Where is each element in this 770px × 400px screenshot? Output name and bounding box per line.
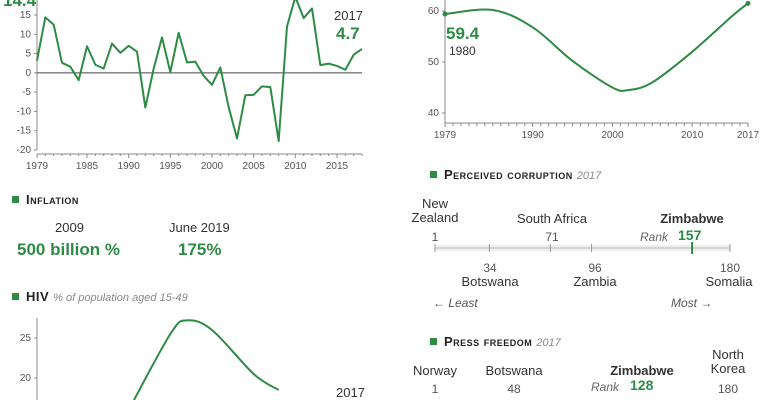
corruption-most-label: Most →	[671, 296, 713, 310]
inflation-heading: Inflation	[12, 192, 79, 207]
press-botswana-rank: 48	[507, 382, 521, 396]
inflation-2019-value: 175%	[178, 240, 222, 259]
gdp-x-tick-label: 2000	[201, 161, 224, 172]
press-botswana-name: Botswana	[485, 363, 543, 378]
gdp-series-line	[36, 0, 363, 143]
inflation-2019-year: June 2019	[169, 220, 230, 235]
bullet-square-icon	[12, 293, 19, 301]
hiv-end-year-label: 2017	[336, 385, 365, 400]
life-x-tick-label: 1979	[434, 130, 457, 141]
life-y-tick-label: 60	[428, 6, 440, 17]
hiv-series-line	[132, 319, 280, 400]
life-x-tick-label: 2017	[737, 130, 760, 141]
life-x-tick-label: 2010	[681, 130, 704, 141]
corruption-zambia-name: Zambia	[573, 274, 617, 289]
gdp-end-year-label: 2017	[334, 8, 363, 23]
press-zim-rank-word: Rank	[591, 380, 620, 394]
press-title: Press freedom	[444, 334, 533, 349]
hiv-y-tick-label: 20	[20, 373, 32, 384]
gdp-start-label: 14.4	[3, 0, 37, 10]
gdp-y-tick-label: 5	[25, 49, 31, 60]
press-nk-name: North Korea	[710, 347, 746, 376]
corruption-sa-rank: 71	[545, 230, 559, 244]
gdp-x-tick-label: 2005	[243, 161, 266, 172]
corruption-sa-name: South Africa	[516, 211, 588, 226]
corruption-zim-rank-word: Rank	[640, 230, 669, 244]
corruption-nz-name: New Zealand	[411, 196, 459, 225]
bullet-square-icon	[12, 196, 19, 204]
life-x-tick-label: 2000	[601, 130, 624, 141]
gdp-x-tick-label: 1979	[26, 161, 49, 172]
gdp-y-tick-label: -15	[17, 126, 32, 137]
corruption-botswana-rank: 34	[483, 261, 497, 275]
gdp-x-tick-label: 2010	[284, 161, 307, 172]
gdp-y-tick-label: -20	[17, 145, 32, 156]
hiv-title: HIV	[26, 289, 50, 304]
life-start-value-label: 59.4	[446, 24, 480, 43]
hiv-subtitle: % of population aged 15-49	[53, 292, 188, 304]
inflation-title: Inflation	[26, 192, 79, 207]
gdp-end-value-label: 4.7	[336, 24, 360, 43]
corruption-subtitle: 2017	[576, 170, 602, 182]
gdp-x-tick-label: 2015	[326, 161, 349, 172]
corruption-least-label: ← Least	[433, 296, 478, 310]
press-heading: Press freedom 2017	[430, 334, 561, 349]
corruption-title: Perceived corruption	[444, 167, 573, 182]
corruption-heading: Perceived corruption 2017	[430, 167, 601, 182]
bullet-square-icon	[430, 171, 437, 179]
corruption-somalia-name: Somalia	[705, 274, 753, 289]
press-nk-rank: 180	[717, 382, 739, 396]
gdp-y-tick-label: -10	[17, 106, 32, 117]
gdp-y-tick-label: 0	[25, 68, 31, 79]
gdp-x-tick-label: 1995	[159, 161, 182, 172]
most-text: Most	[671, 296, 698, 310]
life-x-tick-label: 1990	[522, 130, 545, 141]
corruption-somalia-rank: 180	[719, 261, 741, 275]
inflation-2009-value: 500 billion %	[17, 240, 120, 259]
life-series-line	[444, 2, 749, 92]
corruption-nz-rank: 1	[431, 230, 439, 244]
gdp-y-tick-label: -5	[22, 87, 31, 98]
life-start-point	[442, 11, 448, 17]
least-text: Least	[448, 296, 478, 310]
press-norway-rank: 1	[431, 382, 439, 396]
life-y-tick-label: 40	[428, 108, 440, 119]
gdp-y-tick-label: 10	[20, 29, 32, 40]
gdp-x-tick-label: 1985	[76, 161, 99, 172]
inflation-2009-year: 2009	[55, 220, 84, 235]
corruption-zambia-rank: 96	[588, 261, 602, 275]
press-zim-rank: 128	[630, 377, 654, 393]
gdp-x-tick-label: 1990	[118, 161, 141, 172]
gdp-y-tick-label: 15	[20, 10, 32, 21]
press-zim-name: Zimbabwe	[610, 363, 674, 378]
corruption-botswana-name: Botswana	[461, 274, 519, 289]
life-y-tick-label: 50	[428, 57, 440, 68]
corruption-zim-name: Zimbabwe	[660, 211, 724, 226]
bullet-square-icon	[430, 338, 437, 346]
press-norway-name: Norway	[412, 363, 458, 378]
life-end-point	[745, 0, 751, 6]
press-subtitle: 2017	[536, 337, 561, 349]
hiv-heading: HIV% of population aged 15-49	[12, 289, 188, 304]
life-start-year-label: 1980	[449, 44, 476, 58]
hiv-y-tick-label: 25	[20, 333, 32, 344]
corruption-zim-rank: 157	[678, 227, 702, 243]
